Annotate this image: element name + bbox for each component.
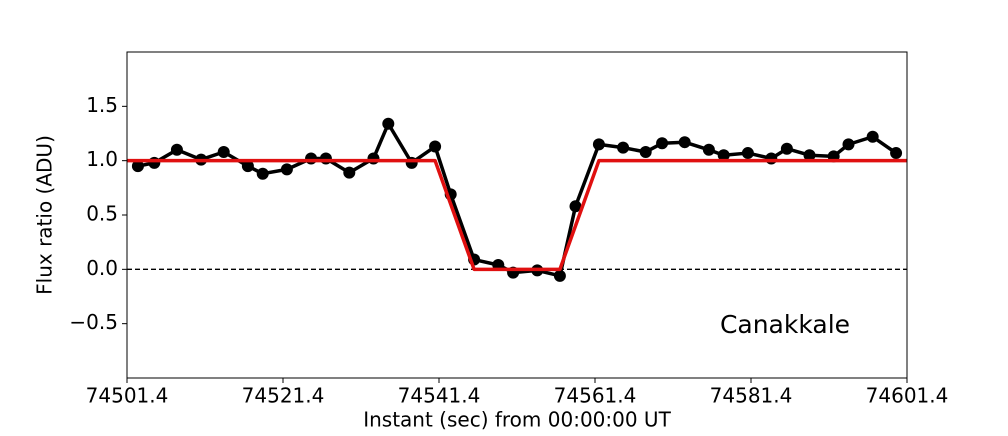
data-point	[170, 143, 183, 156]
data-point	[702, 143, 715, 156]
x-tick-label: 74541.4	[398, 384, 481, 408]
data-point	[741, 147, 754, 160]
data-point	[765, 152, 778, 165]
data-point	[866, 130, 879, 143]
y-tick-label: 1.0	[86, 147, 118, 171]
data-point	[217, 145, 230, 158]
data-point	[305, 152, 318, 165]
data-point	[343, 166, 356, 179]
data-point	[678, 136, 691, 149]
x-tick-label: 74581.4	[710, 384, 793, 408]
x-tick-label: 74521.4	[242, 384, 325, 408]
data-point	[656, 137, 669, 150]
data-point	[131, 160, 144, 173]
x-tick-label: 74561.4	[554, 384, 637, 408]
plot-area	[127, 117, 907, 282]
data-point	[367, 152, 380, 165]
data-point	[717, 149, 730, 162]
data-point	[256, 167, 269, 180]
data-point	[280, 163, 293, 176]
series-line	[127, 158, 907, 272]
data-point	[592, 138, 605, 151]
data-point	[405, 156, 418, 169]
x-tick-label: 74601.4	[866, 384, 949, 408]
data-point	[553, 269, 566, 282]
x-axis-label: Instant (sec) from 00:00:00 UT	[363, 408, 671, 432]
data-point	[429, 140, 442, 153]
data-point	[617, 141, 630, 154]
y-tick-label: −0.5	[69, 310, 118, 334]
data-point	[382, 117, 395, 130]
data-point	[569, 200, 582, 213]
data-point	[319, 152, 332, 165]
data-point	[639, 145, 652, 158]
y-tick-label: 0.0	[86, 256, 118, 280]
data-point	[890, 147, 903, 160]
data-point	[148, 156, 161, 169]
y-axis-label: Flux ratio (ADU)	[33, 135, 57, 295]
y-tick-label: 0.5	[86, 202, 118, 226]
annotation: Canakkale	[720, 310, 850, 339]
y-tick-label: 1.5	[86, 93, 118, 117]
data-point	[241, 160, 254, 173]
data-point	[780, 142, 793, 155]
data-point	[842, 138, 855, 151]
x-tick-label: 74501.4	[86, 384, 169, 408]
data-point	[803, 149, 816, 162]
